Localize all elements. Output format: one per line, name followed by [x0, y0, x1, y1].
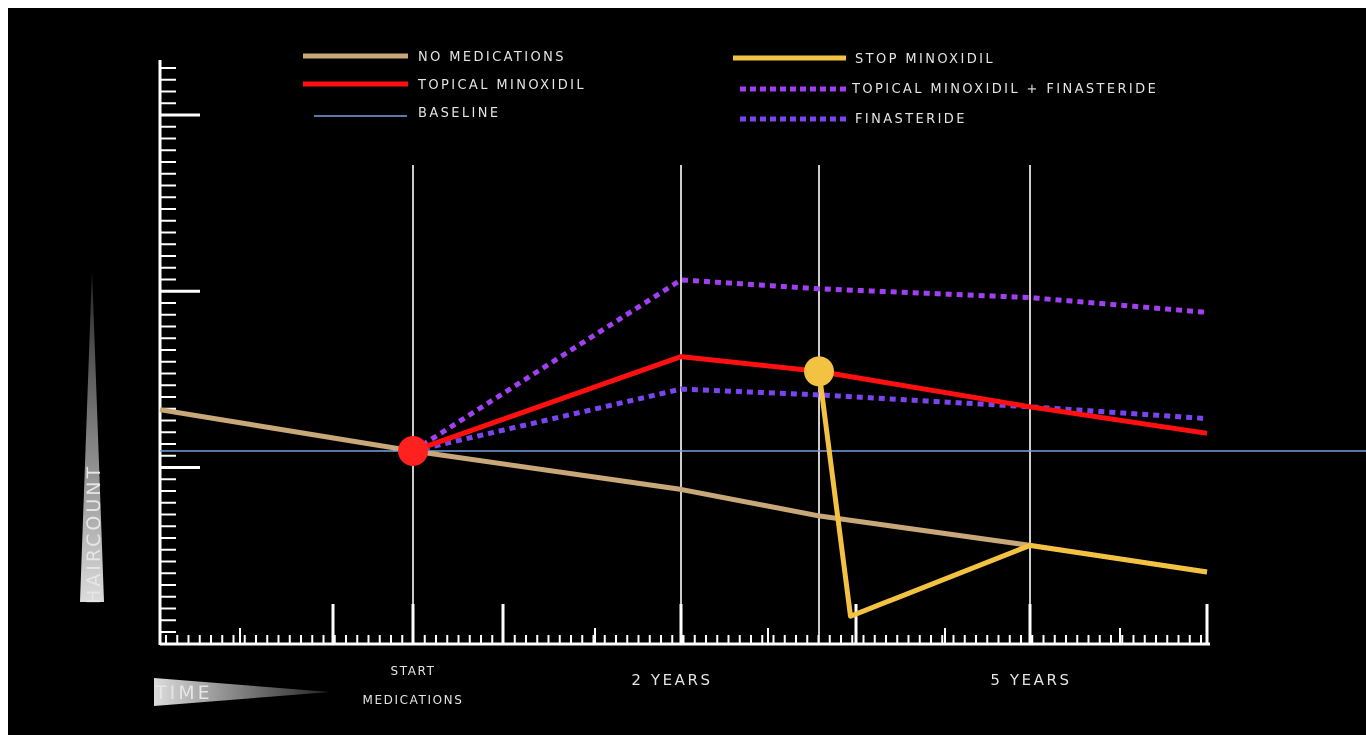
legend-label-finasteride: FINASTERIDE [855, 112, 967, 127]
legend-label-no-medications: NO MEDICATIONS [418, 50, 566, 65]
axes [158, 60, 1210, 646]
series-line-finasteride [412, 386, 1208, 454]
y-axis-title: HAIRCOUNT [80, 270, 105, 604]
legend: NO MEDICATIONS TOPICAL MINOXIDIL BASELIN… [303, 50, 1158, 127]
series-line-topical-minoxidil-finasteride [411, 277, 1208, 454]
x-label-medications: MEDICATIONS [363, 693, 464, 707]
x-axis-label: TIME [154, 682, 213, 704]
legend-label-stop-minoxidil: STOP MINOXIDIL [855, 52, 995, 67]
y-axis-label: HAIRCOUNT [83, 464, 105, 604]
x-axis-title: TIME [154, 678, 330, 706]
x-label-2-years: 2 YEARS [631, 671, 712, 689]
y-axis-arrow [80, 270, 104, 602]
x-label-5-years: 5 YEARS [990, 671, 1071, 689]
marker-topical-minoxidil [398, 436, 428, 466]
x-axis-ticks [165, 604, 1209, 644]
chart-background [8, 8, 1366, 735]
series-line-stop-minoxidil [816, 371, 1208, 619]
marker-stop-minoxidil [804, 356, 834, 387]
series-lines [159, 277, 1366, 619]
x-label-start: START [390, 664, 435, 678]
legend-label-topical-minoxidil-finasteride: TOPICAL MINOXIDIL + FINASTERIDE [851, 82, 1158, 97]
legend-label-topical-minoxidil: TOPICAL MINOXIDIL [417, 78, 586, 93]
y-axis-ticks [160, 67, 200, 633]
legend-label-baseline: BASELINE [418, 106, 501, 121]
event-markers [398, 356, 834, 466]
x-axis-arrow [154, 678, 330, 706]
